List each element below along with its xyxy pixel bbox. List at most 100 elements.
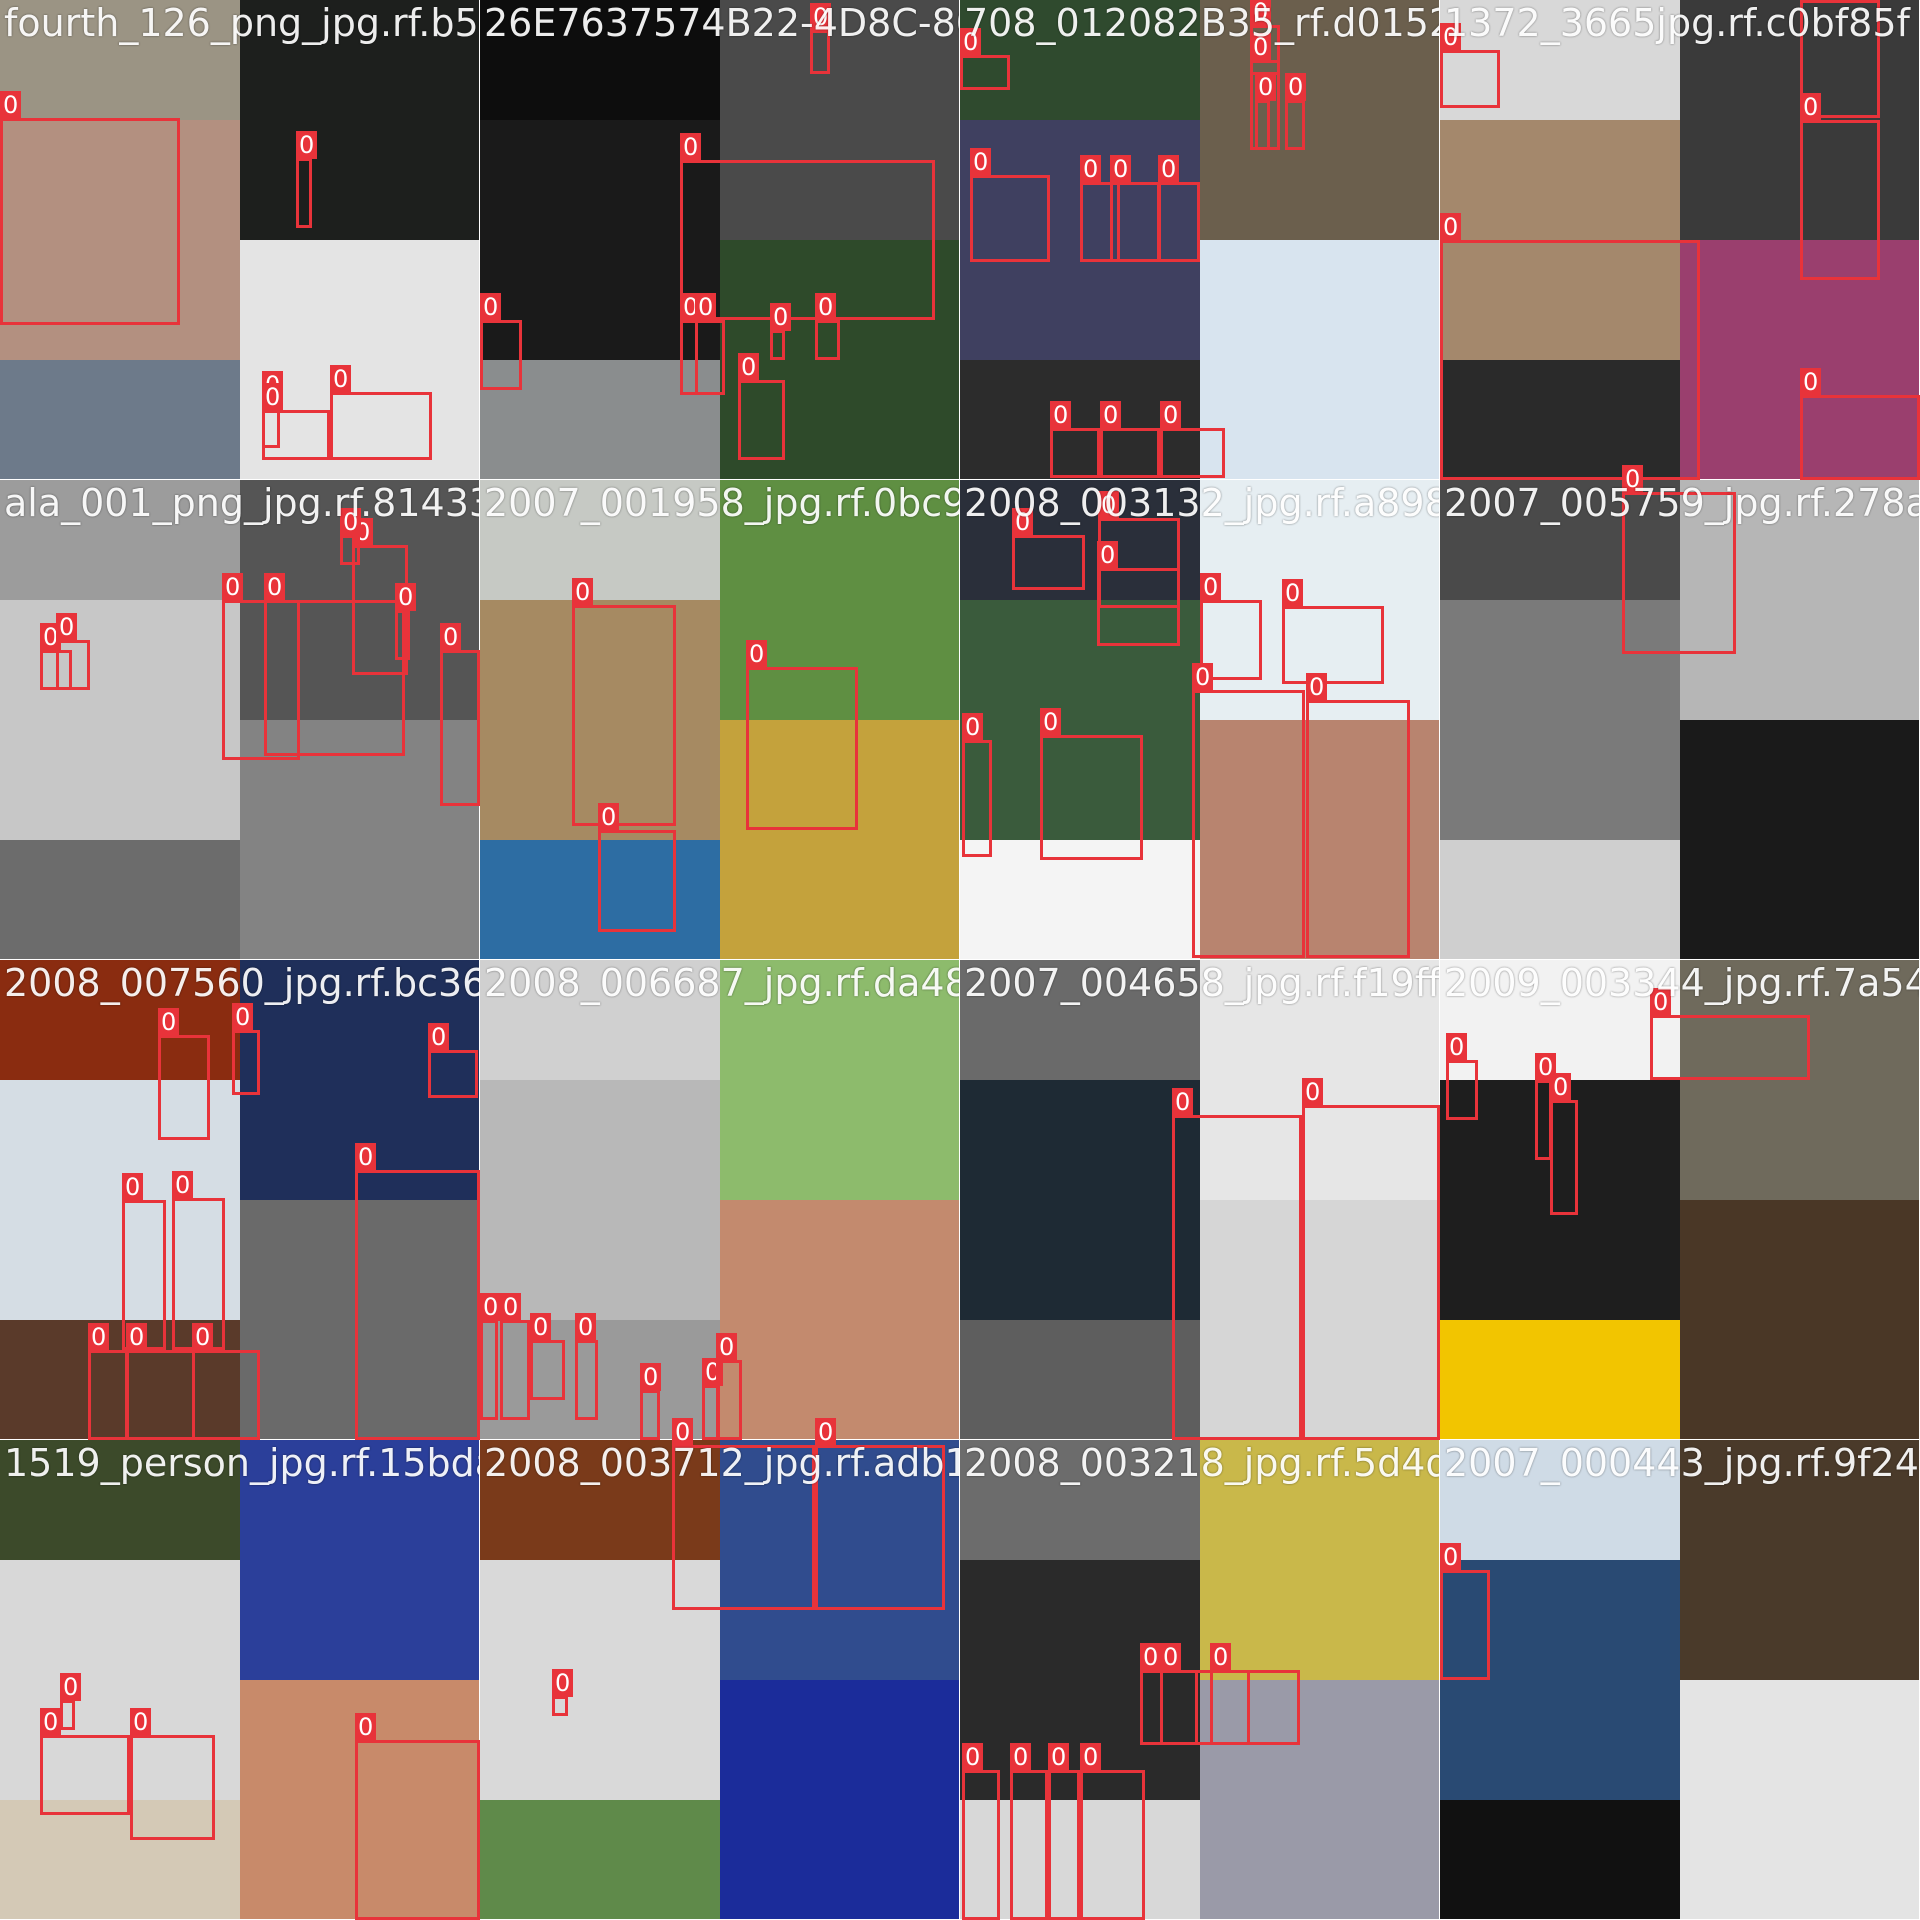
image-panel bbox=[1440, 0, 1680, 120]
box-class-label: 0 bbox=[716, 1333, 738, 1361]
bounding-box: 0 bbox=[264, 573, 405, 756]
box-class-label: 0 bbox=[680, 133, 702, 161]
bounding-box: 0 bbox=[1302, 1078, 1440, 1440]
bounding-box: 0 bbox=[962, 1743, 1000, 1920]
box-class-label: 0 bbox=[1080, 155, 1102, 183]
bounding-box: 0 bbox=[598, 803, 676, 932]
bounding-box: 0 bbox=[815, 1418, 945, 1610]
bounding-box: 0 bbox=[640, 1363, 662, 1440]
box-class-label: 0 bbox=[440, 623, 462, 651]
bounding-box: 0 bbox=[1010, 1743, 1048, 1920]
bounding-box: 0 bbox=[428, 1023, 478, 1098]
image-panel bbox=[1440, 1440, 1680, 1560]
image-panel bbox=[480, 1560, 720, 1800]
image-panel bbox=[960, 1080, 1200, 1320]
image-panel bbox=[1200, 0, 1439, 240]
box-class-label: 0 bbox=[1140, 1643, 1162, 1671]
bounding-box: 0 bbox=[1550, 1073, 1578, 1215]
image-panel bbox=[1200, 240, 1439, 479]
box-class-label: 0 bbox=[962, 713, 984, 741]
box-class-label: 0 bbox=[56, 613, 78, 641]
bounding-box: 0 bbox=[672, 1418, 815, 1610]
box-class-label: 0 bbox=[1250, 33, 1272, 61]
image-panel bbox=[1680, 720, 1919, 959]
image-panel bbox=[1440, 600, 1680, 840]
image-panel bbox=[1440, 1560, 1680, 1800]
box-class-label: 0 bbox=[640, 1363, 662, 1391]
image-panel bbox=[960, 0, 1200, 120]
image-panel bbox=[1440, 960, 1680, 1080]
bounding-box: 0 bbox=[330, 365, 432, 460]
bounding-box: 0 bbox=[1535, 1053, 1557, 1160]
box-class-label: 0 bbox=[1255, 73, 1277, 101]
box-class-label: 0 bbox=[1200, 573, 1222, 601]
box-class-label: 0 bbox=[395, 583, 417, 611]
bounding-box: 0 bbox=[746, 640, 858, 830]
image-panel bbox=[480, 0, 720, 120]
box-class-label: 0 bbox=[262, 383, 284, 411]
bounding-box: 0 bbox=[158, 1008, 210, 1140]
image-panel bbox=[720, 1680, 959, 1919]
image-panel bbox=[960, 1320, 1200, 1439]
bounding-box: 0 bbox=[1800, 93, 1880, 280]
box-class-label: 0 bbox=[480, 293, 502, 321]
box-class-label: 0 bbox=[1160, 1643, 1182, 1671]
box-class-label: 0 bbox=[1097, 541, 1119, 569]
box-class-label: 0 bbox=[970, 148, 992, 176]
box-class-label: 0 bbox=[500, 1293, 522, 1321]
box-class-label: 0 bbox=[815, 1418, 837, 1446]
bounding-box: 0 bbox=[1250, 33, 1280, 150]
box-class-label: 0 bbox=[1800, 368, 1822, 396]
mosaic-tile: 2007_000443_jpg.rf.9f24c3e bbox=[1440, 1440, 1920, 1920]
box-class-label: 0 bbox=[330, 365, 352, 393]
box-class-label: 0 bbox=[672, 1418, 694, 1446]
box-class-label: 0 bbox=[815, 293, 837, 321]
bounding-box: 0 bbox=[1160, 1643, 1198, 1745]
mosaic-tile: 2009_003344_jpg.rf.7a5435 bbox=[1440, 960, 1920, 1440]
bounding-box: 0 bbox=[572, 578, 676, 826]
image-panel bbox=[1440, 1080, 1680, 1320]
image-panel bbox=[0, 480, 240, 600]
image-panel bbox=[720, 720, 959, 959]
bounding-box: 0 bbox=[960, 28, 1010, 90]
box-class-label: 0 bbox=[1040, 708, 1062, 736]
image-panel bbox=[0, 1440, 240, 1560]
bounding-box: 0 bbox=[962, 713, 992, 857]
box-class-label: 0 bbox=[126, 1323, 148, 1351]
bounding-box: 0 bbox=[56, 613, 90, 690]
box-class-label: 0 bbox=[552, 1669, 574, 1697]
image-panel bbox=[240, 0, 479, 240]
bounding-box: 0 bbox=[192, 1323, 260, 1440]
image-panel bbox=[0, 960, 240, 1080]
bounding-box: 0 bbox=[262, 383, 330, 460]
box-class-label: 0 bbox=[810, 3, 832, 31]
image-panel bbox=[720, 1440, 959, 1680]
box-class-label: 0 bbox=[60, 1673, 82, 1701]
box-class-label: 0 bbox=[770, 303, 792, 331]
image-panel bbox=[0, 840, 240, 959]
image-panel bbox=[960, 1440, 1200, 1560]
box-class-label: 0 bbox=[1800, 93, 1822, 121]
box-class-label: 0 bbox=[1550, 1073, 1572, 1101]
box-class-label: 0 bbox=[1098, 491, 1120, 519]
bounding-box: 0 bbox=[130, 1708, 215, 1840]
bounding-box: 0 bbox=[60, 1673, 82, 1730]
image-panel bbox=[1200, 1440, 1439, 1680]
bounding-box: 0 bbox=[1800, 368, 1920, 480]
box-class-label: 0 bbox=[222, 573, 244, 601]
bounding-box: 0 bbox=[970, 148, 1050, 262]
image-panel bbox=[720, 0, 959, 240]
bounding-box: 0 bbox=[1285, 73, 1307, 150]
box-class-label: 0 bbox=[1110, 155, 1132, 183]
box-class-label: 0 bbox=[355, 1143, 377, 1171]
box-class-label: 0 bbox=[960, 28, 982, 56]
image-panel bbox=[480, 1080, 720, 1320]
box-class-label: 0 bbox=[1282, 579, 1304, 607]
box-class-label: 0 bbox=[172, 1171, 194, 1199]
box-class-label: 0 bbox=[130, 1708, 152, 1736]
bounding-box: 0 bbox=[1012, 508, 1085, 590]
bounding-box: 0 bbox=[1172, 1088, 1302, 1440]
image-panel bbox=[0, 120, 240, 360]
image-panel bbox=[1200, 1680, 1439, 1919]
image-panel bbox=[960, 960, 1200, 1080]
